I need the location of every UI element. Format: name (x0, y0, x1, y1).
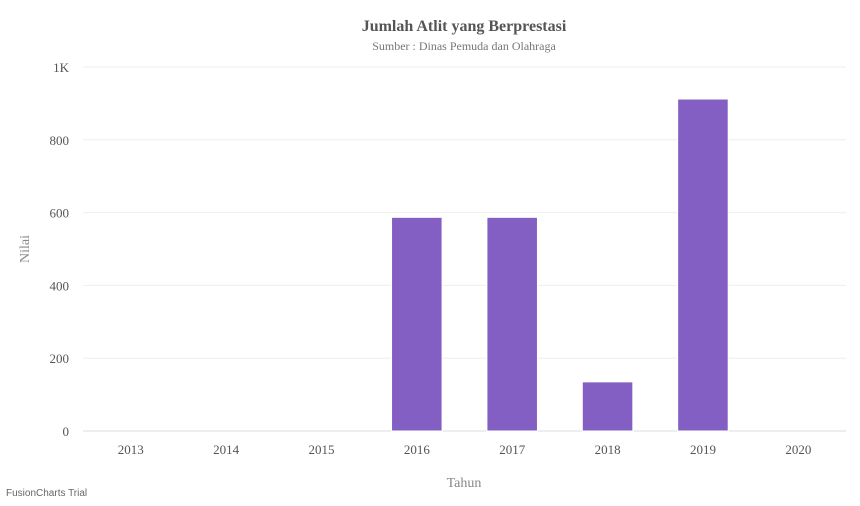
watermark: FusionCharts Trial (6, 488, 88, 499)
bar-2018[interactable] (581, 381, 634, 432)
chart-title: Jumlah Atlit yang Berprestasi (362, 18, 567, 35)
x-tick-label: 2014 (213, 442, 240, 457)
y-tick-label: 600 (50, 206, 70, 221)
y-axis-title: Nilai (18, 235, 33, 263)
x-tick-label: 2015 (308, 442, 334, 457)
x-axis-ticks: 2013 2014 2015 2016 2017 2018 2019 2020 (118, 442, 812, 457)
bar-2019[interactable] (677, 98, 729, 432)
x-tick-label: 2018 (595, 442, 621, 457)
x-tick-label: 2019 (690, 442, 716, 457)
gridlines (83, 66, 846, 432)
y-tick-label: 800 (50, 133, 70, 148)
y-axis-ticks: 0 200 400 600 800 1K (50, 60, 70, 439)
x-tick-label: 2016 (404, 442, 431, 457)
bars (391, 98, 729, 432)
y-tick-label: 400 (50, 278, 70, 293)
x-tick-label: 2017 (499, 442, 526, 457)
x-axis-title: Tahun (447, 476, 482, 491)
x-tick-label: 2013 (118, 442, 144, 457)
y-tick-label: 1K (53, 60, 70, 75)
x-tick-label: 2020 (785, 442, 811, 457)
bar-2017[interactable] (486, 216, 538, 432)
bar-2016[interactable] (391, 216, 443, 432)
y-tick-label: 200 (50, 351, 70, 366)
chart-subtitle: Sumber : Dinas Pemuda dan Olahraga (372, 39, 556, 53)
y-tick-label: 0 (63, 424, 70, 439)
